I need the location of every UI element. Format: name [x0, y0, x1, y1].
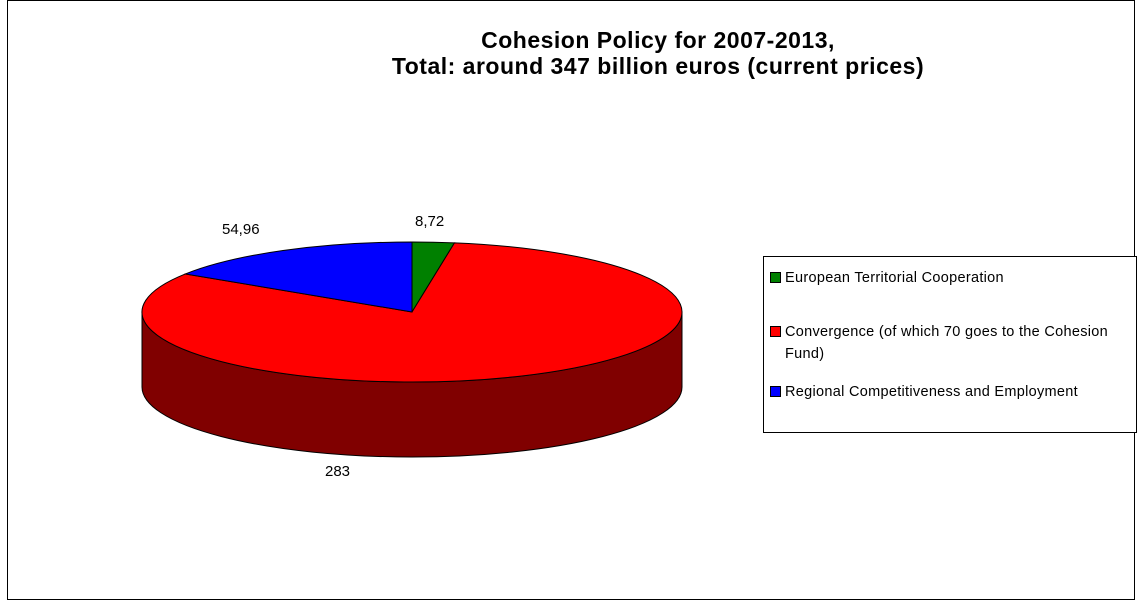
legend: European Territorial Cooperation Converg… — [763, 256, 1137, 433]
chart-title: Cohesion Policy for 2007-2013, Total: ar… — [248, 27, 1068, 79]
legend-swatch — [770, 272, 781, 283]
legend-label: European Territorial Cooperation — [785, 270, 1004, 286]
legend-swatch — [770, 386, 781, 397]
legend-label: Regional Competitiveness and Employment — [785, 384, 1078, 400]
legend-swatch — [770, 326, 781, 337]
data-label-convergence: 283 — [325, 463, 351, 480]
chart-title-line2: Total: around 347 billion euros (current… — [391, 53, 925, 79]
chart-title-line1: Cohesion Policy for 2007-2013, — [481, 27, 835, 53]
legend-item-european-territorial-cooperation: European Territorial Cooperation — [770, 267, 1130, 289]
legend-item-convergence: Convergence (of which 70 goes to the Coh… — [770, 321, 1130, 365]
data-label-regional-competitiveness: 54,96 — [222, 221, 260, 238]
pie-slice-2 — [183, 241, 413, 313]
legend-label: Convergence (of which 70 goes to the Coh… — [785, 324, 1109, 362]
legend-item-regional-competitiveness: Regional Competitiveness and Employment — [770, 381, 1130, 403]
data-label-european-territorial-cooperation: 8,72 — [415, 213, 445, 230]
